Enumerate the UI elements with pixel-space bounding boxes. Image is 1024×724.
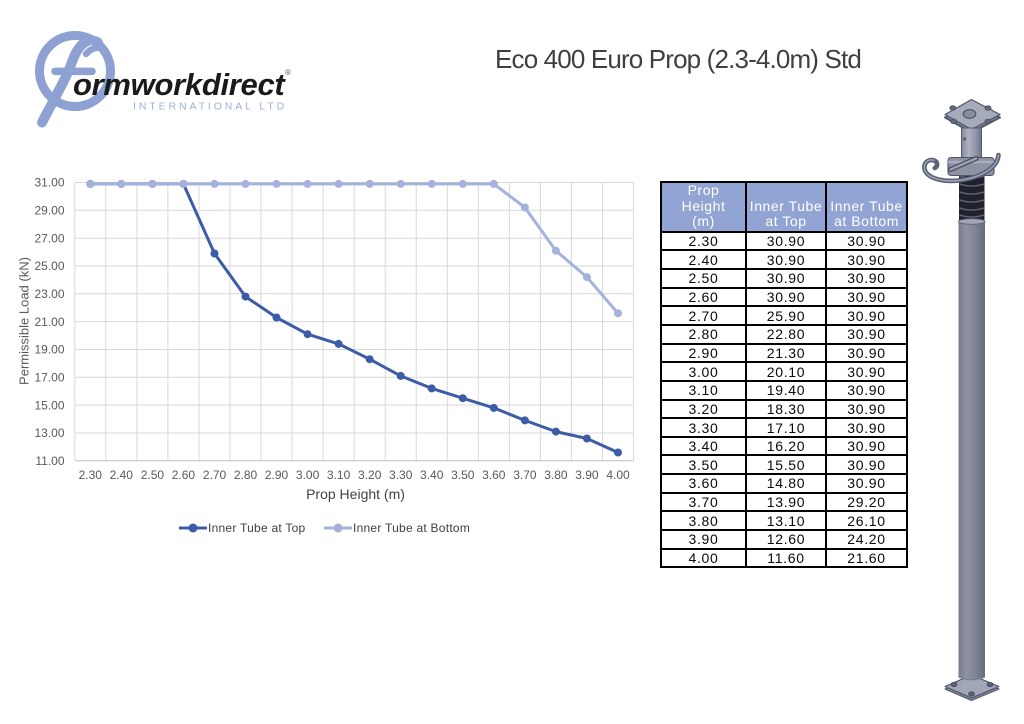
svg-text:Inner Tube at Bottom: Inner Tube at Bottom	[353, 521, 470, 535]
svg-text:4.00: 4.00	[606, 468, 630, 482]
svg-text:3.30: 3.30	[389, 468, 413, 482]
svg-text:INTERNATIONAL LTD: INTERNATIONAL LTD	[133, 101, 287, 113]
svg-text:11.00: 11.00	[35, 454, 64, 468]
svg-text:3.00: 3.00	[296, 468, 320, 482]
svg-text:3.60: 3.60	[482, 468, 506, 482]
svg-text:Inner Tube at Top: Inner Tube at Top	[208, 521, 306, 535]
svg-text:29.00: 29.00	[34, 204, 64, 218]
svg-text:3.50: 3.50	[451, 468, 475, 482]
svg-text:13.00: 13.00	[34, 426, 64, 440]
svg-text:2.40: 2.40	[110, 468, 134, 482]
svg-text:3.70: 3.70	[513, 468, 537, 482]
svg-text:2.80: 2.80	[234, 468, 258, 482]
svg-text:15.00: 15.00	[34, 398, 64, 412]
svg-text:19.00: 19.00	[34, 343, 64, 357]
svg-text:21.00: 21.00	[34, 315, 64, 329]
svg-text:3.10: 3.10	[327, 468, 351, 482]
svg-text:25.00: 25.00	[34, 259, 64, 273]
svg-text:ormworkdirect: ormworkdirect	[73, 67, 286, 102]
svg-text:2.50: 2.50	[141, 468, 165, 482]
svg-text:2.30: 2.30	[79, 468, 103, 482]
svg-text:23.00: 23.00	[34, 287, 64, 301]
svg-text:2.90: 2.90	[265, 468, 289, 482]
svg-text:3.90: 3.90	[575, 468, 599, 482]
svg-text:3.80: 3.80	[544, 468, 568, 482]
svg-text:3.40: 3.40	[420, 468, 444, 482]
svg-text:2.70: 2.70	[203, 468, 227, 482]
svg-text:17.00: 17.00	[34, 371, 64, 385]
svg-text:31.00: 31.00	[34, 176, 64, 190]
svg-text:®: ®	[285, 68, 291, 77]
svg-text:Permissible Load (kN): Permissible Load (kN)	[17, 257, 32, 385]
svg-text:27.00: 27.00	[34, 231, 64, 245]
svg-text:2.60: 2.60	[172, 468, 196, 482]
svg-text:Prop Height (m): Prop Height (m)	[306, 486, 405, 502]
svg-text:3.20: 3.20	[358, 468, 382, 482]
